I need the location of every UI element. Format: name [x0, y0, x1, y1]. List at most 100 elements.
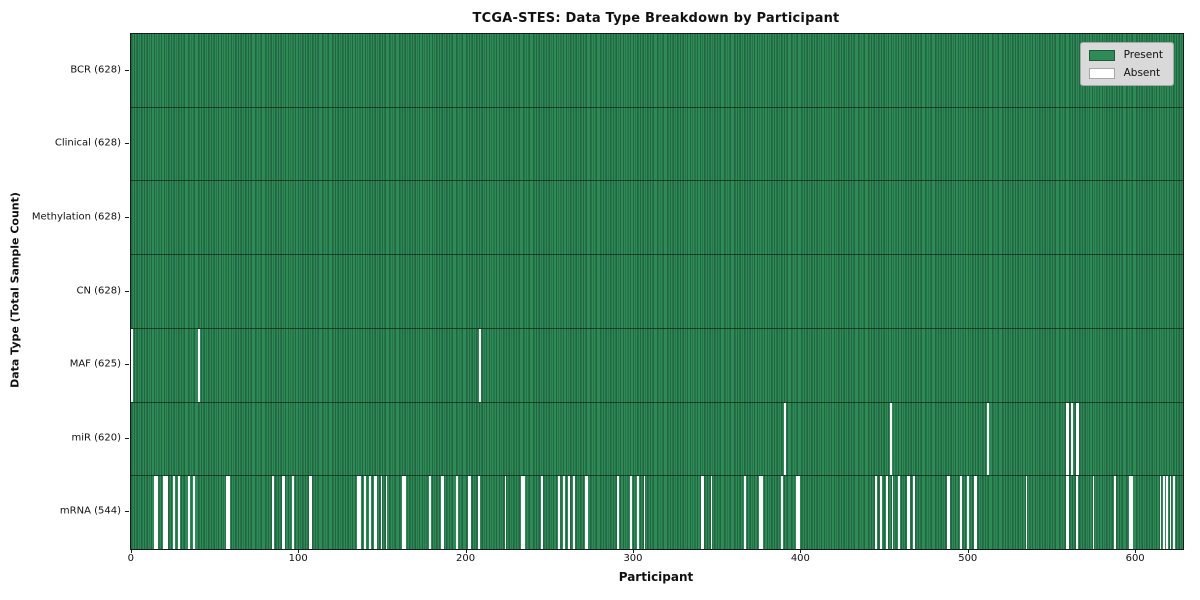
y-tick-label-cn: CN (628)	[76, 285, 121, 296]
absent-stripe	[563, 476, 565, 550]
absent-stripe	[402, 476, 405, 550]
absent-stripe	[1162, 476, 1165, 550]
absent-stripe	[946, 476, 949, 550]
absent-stripe	[796, 476, 798, 550]
chart-row-mrna	[131, 476, 1183, 550]
absent-stripe	[310, 476, 313, 550]
x-tick-label: 400	[790, 553, 810, 564]
absent-stripe	[906, 476, 909, 550]
chart-row-methylation	[131, 181, 1183, 256]
y-tick-mark	[125, 69, 129, 71]
absent-stripe	[177, 476, 180, 550]
absent-stripe	[368, 476, 371, 550]
absent-stripe	[1166, 476, 1169, 550]
legend: Present Absent	[1079, 42, 1174, 86]
absent-stripe	[131, 328, 133, 402]
absent-stripe	[973, 476, 976, 550]
y-tick-label-bcr: BCR (628)	[70, 64, 121, 76]
x-tick-label: 100	[288, 553, 308, 564]
absent-stripe	[380, 476, 383, 550]
absent-stripe	[744, 476, 746, 550]
y-tick-mark	[125, 143, 129, 145]
absent-stripe	[616, 476, 619, 550]
x-tick-mark	[1135, 549, 1137, 553]
absent-stripe	[375, 476, 378, 550]
absent-stripe	[966, 476, 969, 550]
absent-stripe	[573, 476, 576, 550]
absent-stripe	[630, 476, 632, 550]
absent-stripe	[156, 476, 158, 550]
chart-row-bcr	[131, 34, 1183, 108]
y-tick-mark	[125, 364, 129, 366]
absent-stripe	[586, 476, 589, 550]
absent-stripe	[283, 476, 286, 550]
absent-stripe	[960, 476, 962, 550]
absent-stripe	[467, 476, 470, 550]
absent-stripe	[1169, 476, 1172, 550]
absent-stripe	[975, 476, 978, 550]
absent-stripe	[1129, 476, 1132, 550]
x-tick-mark	[130, 549, 132, 553]
y-tick-mark	[125, 511, 129, 513]
absent-stripe	[636, 476, 639, 550]
absent-stripe	[404, 476, 406, 550]
absent-stripe	[373, 476, 376, 550]
plot-area: Present Absent	[130, 33, 1184, 550]
absent-stripe	[271, 476, 274, 550]
absent-stripe	[1065, 402, 1068, 476]
y-tick-label-methylation: Methylation (628)	[31, 211, 121, 223]
y-tick-mark	[125, 290, 129, 292]
absent-stripe	[228, 476, 230, 550]
absent-stripe	[291, 476, 294, 550]
absent-stripe	[759, 476, 761, 550]
absent-stripe	[891, 476, 894, 550]
absent-stripe	[568, 476, 570, 550]
absent-stripe	[780, 476, 783, 550]
legend-swatch-present	[1088, 49, 1115, 61]
absent-stripe	[198, 328, 200, 402]
absent-stripe	[440, 476, 443, 550]
absent-stripe	[1067, 476, 1070, 550]
y-tick-label-mir: miR (620)	[71, 432, 121, 444]
legend-item-absent: Absent	[1088, 67, 1163, 79]
legend-item-present: Present	[1088, 49, 1163, 61]
chart-title: TCGA-STES: Data Type Breakdown by Partic…	[472, 11, 840, 26]
absent-stripe	[760, 476, 763, 550]
absent-stripe	[1067, 402, 1070, 476]
absent-stripe	[442, 476, 445, 550]
absent-stripe	[913, 476, 916, 550]
absent-stripe	[522, 476, 525, 550]
absent-stripe	[1065, 476, 1068, 550]
absent-stripe	[455, 476, 458, 550]
absent-stripe	[192, 476, 195, 550]
absent-stripe	[987, 402, 989, 476]
absent-stripe	[166, 476, 168, 550]
absent-stripe	[308, 476, 311, 550]
legend-label: Absent	[1123, 67, 1161, 79]
absent-stripe	[385, 476, 388, 550]
legend-swatch-absent	[1088, 67, 1115, 79]
absent-stripe	[908, 476, 911, 550]
absent-stripe	[429, 476, 431, 550]
x-tick-mark	[967, 549, 969, 553]
absent-stripe	[226, 476, 229, 550]
absent-stripe	[479, 328, 482, 402]
x-tick-label: 600	[1125, 553, 1145, 564]
absent-stripe	[700, 476, 703, 550]
absent-stripe	[187, 476, 190, 550]
absent-stripe	[710, 476, 713, 550]
absent-stripe	[886, 476, 889, 550]
absent-stripe	[281, 476, 284, 550]
y-tick-label-mrna: mRNA (544)	[59, 505, 121, 517]
x-axis-label: Participant	[618, 570, 694, 584]
chart-row-cn	[131, 255, 1183, 329]
absent-stripe	[702, 476, 705, 550]
absent-stripe	[162, 476, 165, 550]
x-tick-mark	[800, 549, 802, 553]
absent-stripe	[879, 476, 882, 550]
x-tick-mark	[298, 549, 300, 553]
x-tick-label: 200	[456, 553, 476, 564]
absent-stripe	[1092, 476, 1095, 550]
absent-stripe	[358, 476, 361, 550]
